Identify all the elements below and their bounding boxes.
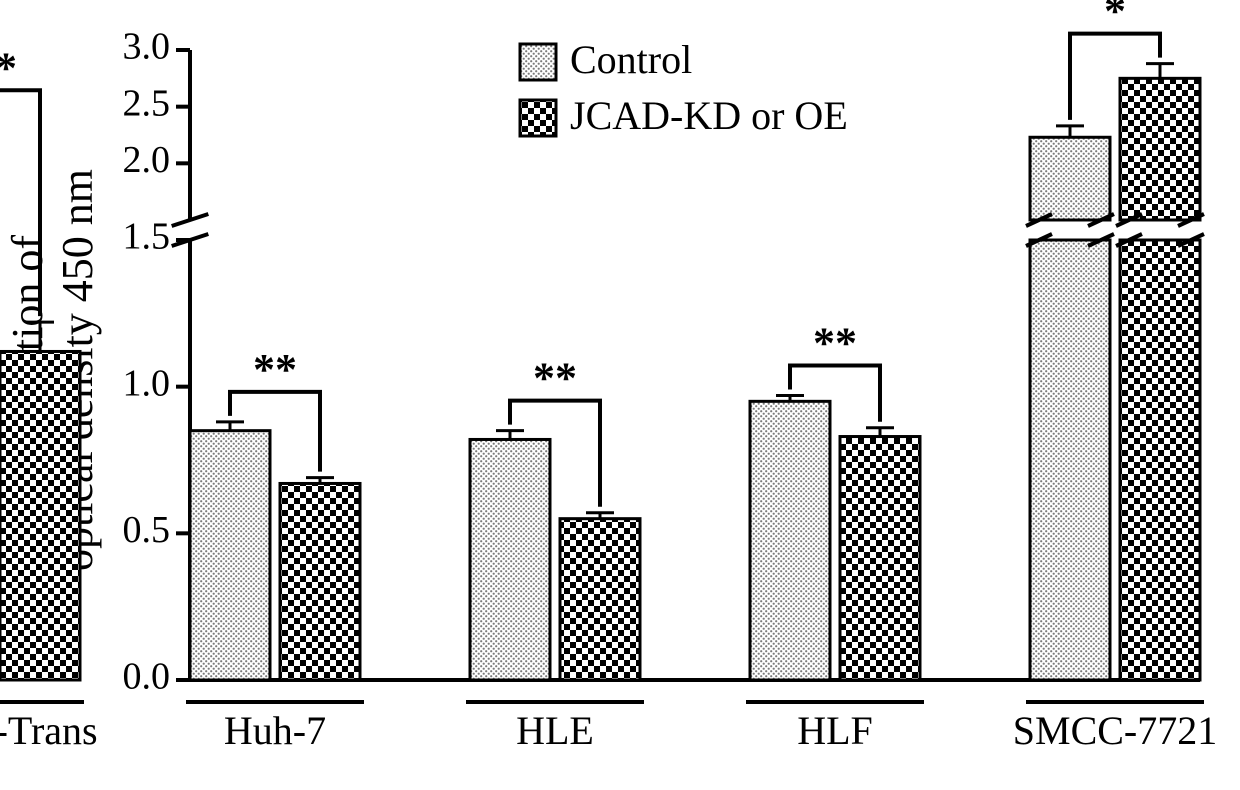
bar-HLF-jcad [840, 437, 920, 680]
svg-text:2.5: 2.5 [123, 82, 171, 124]
bar-HLF-control [750, 401, 830, 680]
legend-label-jcad: JCAD-KD or OE [570, 93, 848, 138]
sig-label-HLE: ** [533, 354, 577, 403]
bar-HLE-control [470, 439, 550, 680]
sig-label-HLF: ** [813, 318, 857, 367]
svg-text:1.5: 1.5 [123, 216, 171, 258]
svg-text:0.0: 0.0 [123, 656, 171, 698]
chart-stage: Proliferation of optical density 450 nm … [0, 0, 1240, 790]
legend-swatch-control [520, 44, 556, 80]
category-label-HLF: HLF [797, 708, 873, 753]
bar-chart-svg: Proliferation of optical density 450 nm … [0, 0, 1240, 790]
bar-SMCC-7721-control-upper [1030, 137, 1110, 220]
category-label-Huh-7: Huh-7 [224, 708, 326, 753]
category-label-HLE: HLE [516, 708, 594, 753]
category-label-Huh-7-Trans: Huh-7-Trans [0, 708, 98, 753]
svg-text:2.0: 2.0 [123, 139, 171, 181]
bar-Huh-7-jcad [280, 483, 360, 680]
bar-HLE-jcad [560, 519, 640, 680]
legend: Control JCAD-KD or OE [520, 37, 848, 138]
sig-label-Huh-7: ** [253, 345, 297, 394]
sig-label-SMCC-7721: * [1104, 0, 1126, 36]
bar-SMCC-7721-jcad-lower [1120, 240, 1200, 680]
bar-Huh-7-control [190, 431, 270, 680]
svg-text:1.0: 1.0 [123, 362, 171, 404]
legend-label-control: Control [570, 37, 692, 82]
sig-label-Huh-7-Trans: ** [0, 43, 17, 92]
bar-SMCC-7721-jcad-upper [1120, 78, 1200, 220]
bar-SMCC-7721-control-lower [1030, 240, 1110, 680]
category-label-SMCC-7721: SMCC-7721 [1013, 708, 1218, 753]
svg-text:0.5: 0.5 [123, 509, 171, 551]
svg-text:3.0: 3.0 [123, 26, 171, 68]
legend-swatch-jcad [520, 100, 556, 136]
bar-Huh-7-Trans-jcad [0, 351, 80, 680]
